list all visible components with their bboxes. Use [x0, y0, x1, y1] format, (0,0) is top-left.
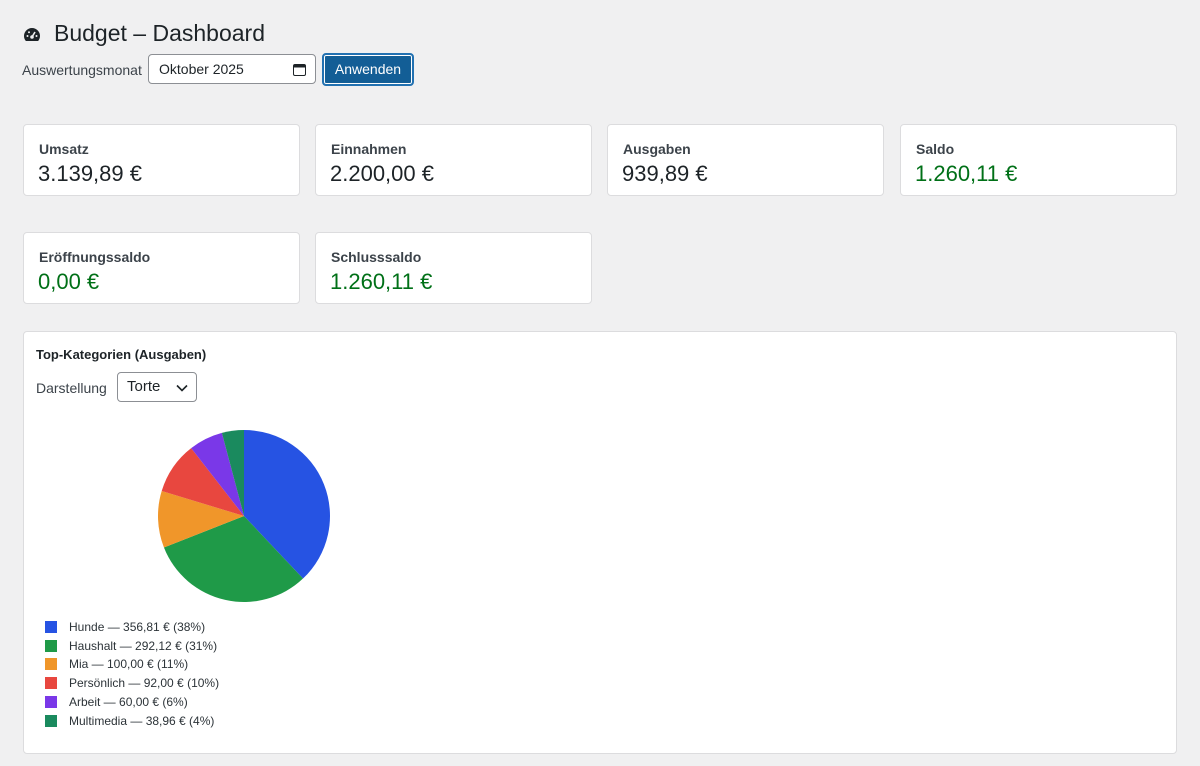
month-label: Auswertungsmonat	[22, 62, 142, 78]
stat-label: Saldo	[916, 141, 955, 157]
view-value: Torte	[127, 378, 161, 395]
panel-title: Top-Kategorien (Ausgaben)	[36, 347, 207, 362]
legend-swatch	[45, 621, 57, 633]
legend-swatch	[45, 695, 57, 708]
pie-slice	[163, 516, 304, 602]
legend-label: Persönlich — 92,00 € (10%)	[69, 676, 220, 691]
categories-panel: Top-Kategorien (Ausgaben) Darstellung To…	[23, 331, 1177, 754]
stat-card: Schlusssaldo 1.260,11 €	[315, 232, 592, 304]
pie-slice	[191, 432, 244, 516]
calendar-icon	[293, 64, 306, 76]
stat-card: Umsatz 3.139,89 €	[23, 124, 300, 196]
stat-value: 3.139,89 €	[38, 161, 142, 186]
legend-label: Multimedia — 38,96 € (4%)	[69, 713, 215, 728]
stat-card: Saldo 1.260,11 €	[900, 124, 1177, 196]
pie-chart	[158, 430, 330, 602]
legend-item: Mia — 100,00 € (11%)	[45, 657, 189, 672]
stat-value: 939,89 €	[622, 161, 708, 186]
stat-label: Ausgaben	[623, 141, 691, 157]
legend-swatch	[45, 639, 57, 652]
legend-label: Haushalt — 292,12 € (31%)	[69, 638, 218, 653]
dashboard-icon	[24, 28, 40, 41]
view-label: Darstellung	[36, 380, 107, 396]
legend-item: Haushalt — 292,12 € (31%)	[45, 638, 218, 653]
stat-value: 0,00 €	[38, 269, 100, 294]
stat-label: Schlusssaldo	[331, 249, 422, 265]
pie-slice	[221, 430, 244, 516]
legend-item: Arbeit — 60,00 € (6%)	[45, 694, 188, 709]
legend-label: Mia — 100,00 € (11%)	[69, 657, 189, 672]
legend-swatch	[45, 714, 57, 727]
apply-button[interactable]: Anwenden	[322, 53, 414, 86]
legend-label: Hunde — 356,81 € (38%)	[69, 620, 206, 634]
legend-swatch	[45, 658, 57, 671]
pie-slice	[161, 448, 244, 516]
legend-label: Arbeit — 60,00 € (6%)	[69, 694, 188, 709]
stat-label: Eröffnungssaldo	[39, 249, 151, 265]
month-value: Oktober 2025	[159, 61, 244, 77]
stat-card: Einnahmen 2.200,00 €	[315, 124, 592, 196]
month-input[interactable]: Oktober 2025	[148, 54, 316, 84]
page-title: Budget – Dashboard	[54, 20, 265, 46]
legend-item: Hunde — 356,81 € (38%)	[45, 620, 206, 634]
chevron	[176, 384, 188, 392]
stat-value: 2.200,00 €	[330, 161, 434, 186]
stat-label: Umsatz	[39, 141, 89, 157]
view-select[interactable]: Torte	[117, 372, 197, 402]
stat-label: Einnahmen	[331, 141, 407, 157]
legend-item: Persönlich — 92,00 € (10%)	[45, 676, 220, 691]
stat-value: 1.260,11 €	[330, 269, 433, 294]
pie-slice	[158, 491, 244, 548]
stat-card: Eröffnungssaldo 0,00 €	[23, 232, 300, 304]
stat-value: 1.260,11 €	[915, 161, 1018, 186]
legend-swatch	[45, 677, 57, 690]
pie-slice	[244, 430, 330, 579]
legend-item: Multimedia — 38,96 € (4%)	[45, 713, 215, 728]
stat-card: Ausgaben 939,89 €	[607, 124, 884, 196]
